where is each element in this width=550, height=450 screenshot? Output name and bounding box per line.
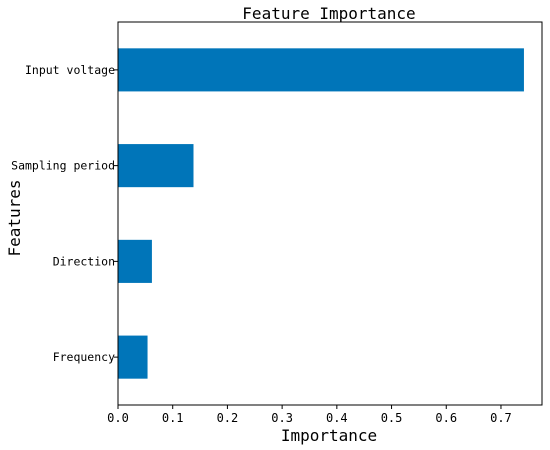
x-ticks: 0.0 0.1 0.2 0.3 0.4 0.5 0.6 0.7 <box>107 405 512 425</box>
x-tick-label: 0.0 <box>107 411 129 425</box>
y-tick-label: Direction <box>53 254 115 268</box>
x-tick-label: 0.7 <box>490 411 512 425</box>
x-tick-label: 0.5 <box>381 411 403 425</box>
y-tick-label: Input voltage <box>25 63 115 77</box>
category-labels: Input voltage Sampling period Direction Fre… <box>11 63 118 364</box>
bars-group <box>118 48 524 379</box>
x-tick-label: 0.1 <box>162 411 184 425</box>
bar-sampling-period <box>118 144 194 188</box>
x-tick-label: 0.6 <box>435 411 457 425</box>
bar-frequency <box>118 335 148 379</box>
x-tick-label: 0.3 <box>271 411 293 425</box>
y-axis-label: Features <box>5 179 24 256</box>
x-axis-label: Importance <box>281 426 377 445</box>
chart-title: Feature Importance <box>242 4 415 23</box>
bar-direction <box>118 239 152 283</box>
x-tick-label: 0.2 <box>217 411 239 425</box>
plot-frame <box>117 21 543 406</box>
x-tick-label: 0.4 <box>326 411 348 425</box>
y-tick-label: Sampling period <box>11 159 115 173</box>
y-tick-label: Frequency <box>53 350 115 364</box>
bar-input-voltage <box>118 48 524 92</box>
